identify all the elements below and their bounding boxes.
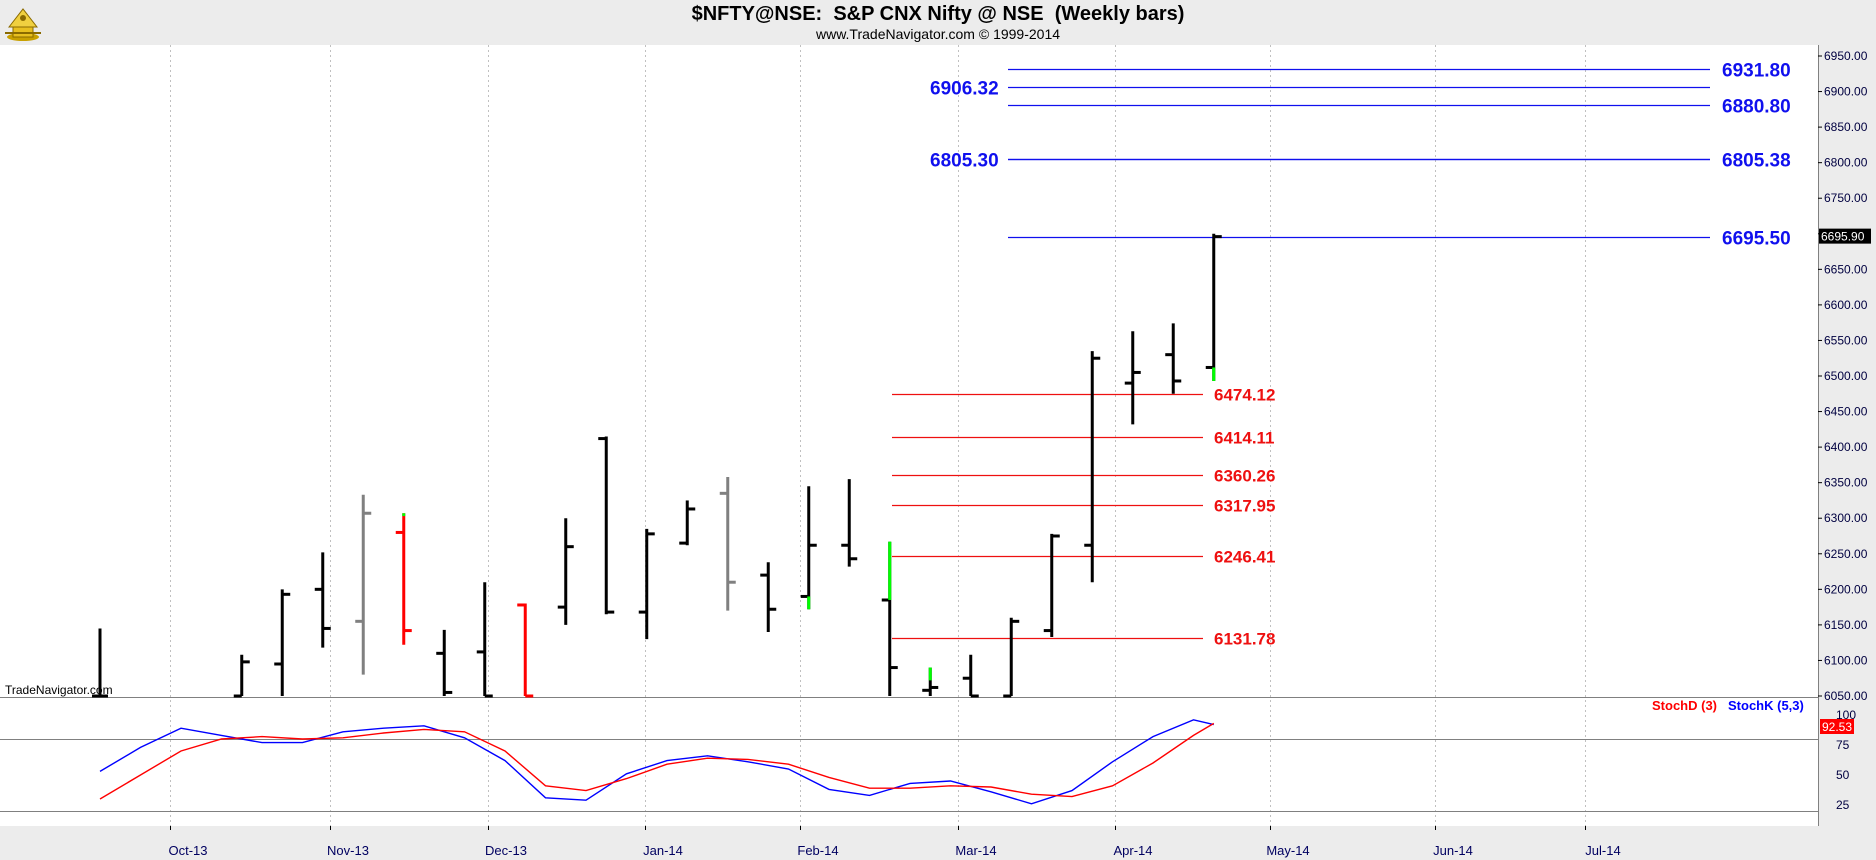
price-bars (92, 233, 1222, 698)
ohlc-bar (638, 528, 655, 640)
ohlc-bar (517, 603, 534, 698)
price-tick-label: 6300.00 (1824, 511, 1868, 525)
ohlc-bar (1165, 323, 1182, 394)
stoch-legend-item: StochK (5,3) (1728, 698, 1804, 713)
blue-level-label: 6880.80 (1722, 97, 1791, 118)
price-tick-label: 6800.00 (1824, 156, 1868, 170)
watermark-text: TradeNavigator.com (5, 683, 113, 697)
date-axis: Oct-13 Nov-13 Dec-13 Jan-14 Feb-14 Mar-14 Apr-… (168, 826, 1621, 858)
stoch-k-line (99, 719, 1214, 805)
ohlc-bar (679, 500, 696, 546)
price-axis: 6950.006900.006850.006800.006750.006700.… (1818, 49, 1871, 703)
date-axis-background (0, 826, 1876, 860)
stoch-tick-label: 50 (1836, 768, 1850, 782)
ohlc-bar (841, 479, 858, 567)
stoch-tick-label: 75 (1836, 738, 1850, 752)
price-tick-label: 6250.00 (1824, 547, 1868, 561)
ohlc-bar (436, 629, 453, 696)
ohlc-bar (1043, 533, 1060, 637)
grid-lines (0, 45, 1876, 860)
price-tick-label: 6400.00 (1824, 440, 1868, 454)
price-tick-label: 6500.00 (1824, 369, 1868, 383)
trade-navigator-logo-icon (3, 3, 43, 43)
date-tick-label: May-14 (1266, 843, 1309, 858)
last-price-tag (1819, 228, 1871, 244)
price-tick-label: 6350.00 (1824, 476, 1868, 490)
ohlc-bar (1124, 331, 1141, 425)
stoch-last-label: 92.53 (1822, 720, 1852, 734)
date-tick-label: Apr-14 (1113, 843, 1152, 858)
last-price-label: 6695.90 (1821, 230, 1865, 244)
price-tick-label: 6950.00 (1824, 49, 1868, 63)
red-level-label: 6246.41 (1214, 548, 1275, 567)
stoch-last-tag (1820, 719, 1854, 734)
blue-level-label: 6695.50 (1722, 229, 1791, 250)
red-level-label: 6131.78 (1214, 630, 1275, 649)
blue-level-label: 6931.80 (1722, 61, 1791, 82)
chart-header: $NFTY@NSE: S&P CNX Nifty @ NSE (Weekly b… (0, 0, 1876, 45)
ohlc-bar (598, 436, 615, 615)
blue-level-label: 6906.32 (930, 79, 999, 100)
stoch-tick-label: 100 (1836, 708, 1856, 722)
blue-level-label: 6805.38 (1722, 151, 1791, 172)
price-tick-label: 6850.00 (1824, 120, 1868, 134)
red-level-label: 6474.12 (1214, 386, 1275, 405)
stoch-legend-item: StochD (3) (1652, 698, 1717, 713)
price-tick-label: 6050.00 (1824, 689, 1868, 703)
date-tick-label: Jul-14 (1585, 843, 1620, 858)
ohlc-bar (557, 518, 574, 625)
ohlc-bar (274, 589, 291, 696)
price-tick-label: 6650.00 (1824, 262, 1868, 276)
price-tick-label: 6200.00 (1824, 582, 1868, 596)
red-level-label: 6360.26 (1214, 467, 1275, 486)
ohlc-bar (355, 494, 372, 675)
ohlc-bar (962, 654, 979, 698)
date-tick-label: Feb-14 (797, 843, 838, 858)
date-tick-label: Oct-13 (168, 843, 207, 858)
ohlc-bar (92, 628, 108, 698)
ohlc-bar (476, 582, 493, 698)
price-tick-label: 6750.00 (1824, 191, 1868, 205)
ohlc-bar (395, 513, 412, 645)
date-tick-label: Dec-13 (485, 843, 527, 858)
ohlc-bar (233, 654, 250, 698)
date-tick-label: Mar-14 (955, 843, 996, 858)
chart-title: $NFTY@NSE: S&P CNX Nifty @ NSE (Weekly b… (691, 3, 1185, 25)
red-level-label: 6317.95 (1214, 497, 1275, 516)
ohlc-bar (314, 552, 331, 648)
date-tick-label: Jan-14 (643, 843, 683, 858)
stoch-d-line (99, 722, 1215, 800)
date-tick-label: Nov-13 (327, 843, 369, 858)
ohlc-bar (1003, 617, 1020, 698)
stoch-tick-label: 25 (1836, 798, 1850, 812)
ohlc-bar (719, 476, 736, 611)
price-tick-label: 6600.00 (1824, 298, 1868, 312)
ohlc-bar (1084, 351, 1101, 583)
chart-subtitle: www.TradeNavigator.com © 1999-2014 (815, 26, 1061, 42)
plot-background (0, 45, 1876, 860)
price-tick-label: 6900.00 (1824, 85, 1868, 99)
fib-levels: 6931.80 6880.80 6805.38 6695.50 6906.32 6805.… (892, 61, 1791, 649)
date-tick-label: Jun-14 (1433, 843, 1473, 858)
price-tick-label: 6450.00 (1824, 405, 1868, 419)
stochastic-panel: 100 75 50 25 92.53 StochD (3) StochK (5,3) (0, 698, 1856, 812)
price-tick-label: 6550.00 (1824, 333, 1868, 347)
price-tick-label: 6150.00 (1824, 618, 1868, 632)
ohlc-bar (760, 562, 777, 632)
red-level-label: 6414.11 (1214, 429, 1275, 448)
blue-level-label: 6805.30 (930, 151, 999, 172)
price-tick-label: 6100.00 (1824, 653, 1868, 667)
